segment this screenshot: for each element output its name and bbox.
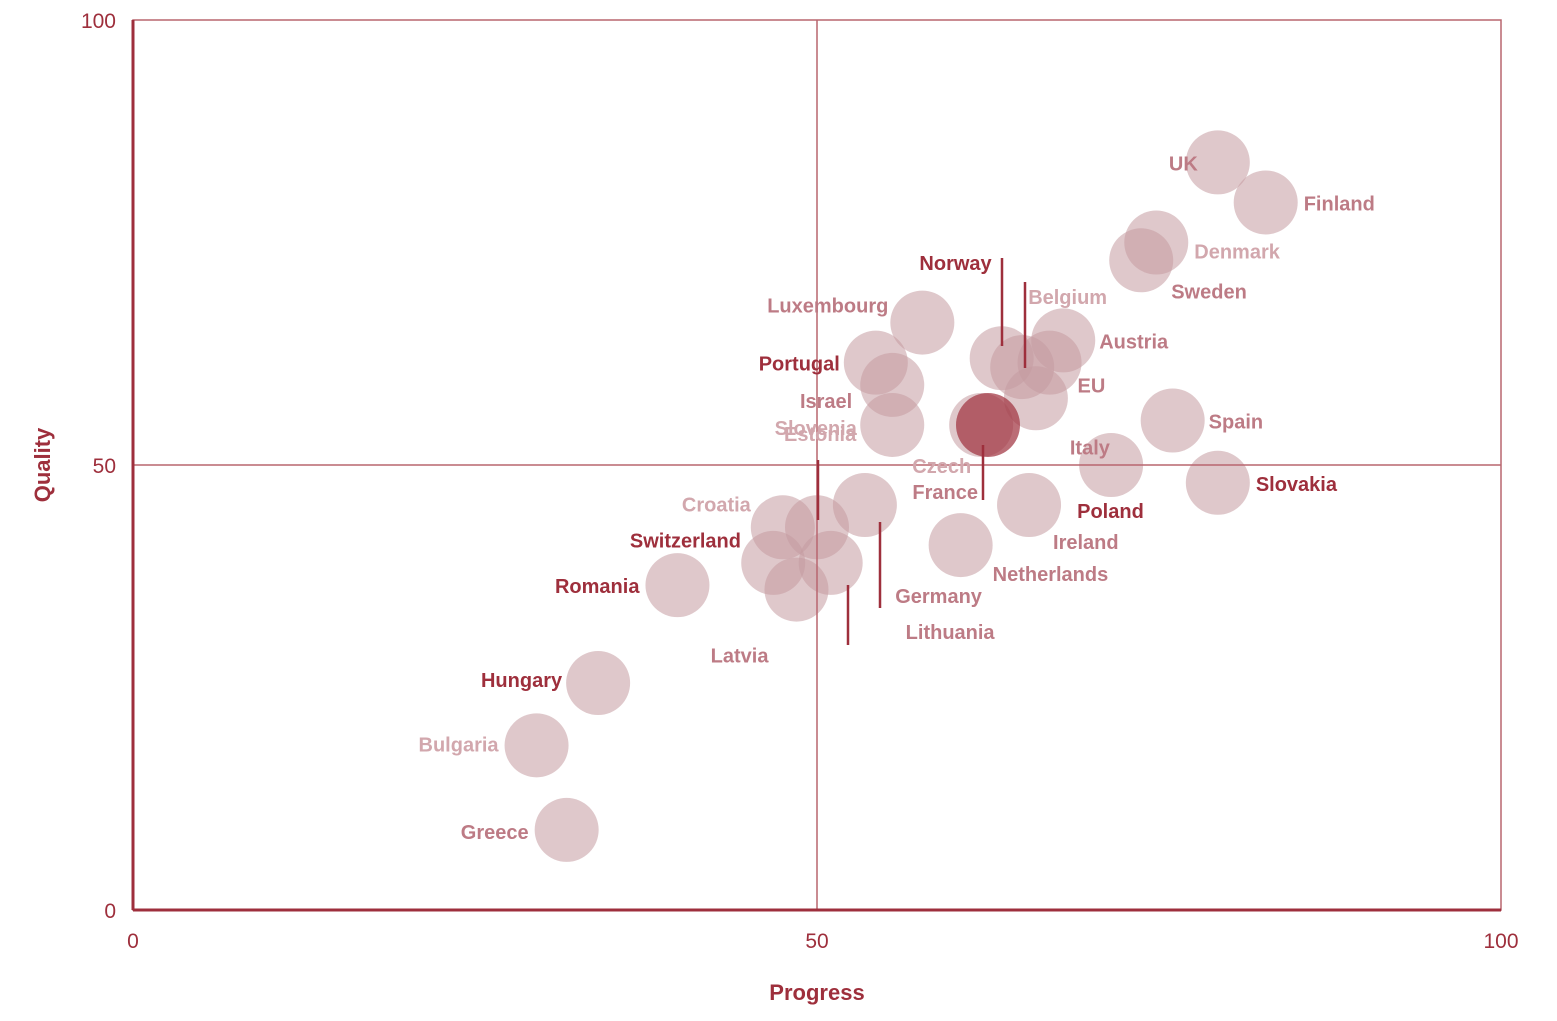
label-romania: Romania bbox=[555, 576, 640, 598]
label-germany: Germany bbox=[895, 586, 983, 608]
label-estonia: Estonia bbox=[784, 424, 857, 446]
bubble-slovakia bbox=[1185, 450, 1250, 515]
label-poland: Poland bbox=[1077, 501, 1144, 523]
label-france: France bbox=[912, 482, 978, 504]
bubble-uk bbox=[1185, 130, 1250, 195]
y-tick-label-2: 100 bbox=[81, 10, 116, 33]
label-eu: EU bbox=[1078, 376, 1106, 398]
label-switzerland: Switzerland bbox=[630, 530, 741, 552]
x-tick-label-0: 0 bbox=[127, 930, 139, 953]
y-tick-label-0: 0 bbox=[104, 900, 116, 923]
label-croatia: Croatia bbox=[682, 494, 752, 516]
tick-layer: 0 50 100 0 50 100 bbox=[81, 10, 1519, 953]
bubble-netherlands bbox=[928, 513, 993, 578]
label-portugal: Portugal bbox=[759, 354, 840, 376]
label-czech: Czech bbox=[912, 456, 971, 478]
bubble-italy bbox=[1003, 366, 1068, 431]
label-spain: Spain bbox=[1209, 412, 1263, 434]
label-luxembourg: Luxembourg bbox=[767, 296, 888, 318]
label-ireland: Ireland bbox=[1053, 532, 1119, 554]
y-tick-label-1: 50 bbox=[93, 455, 116, 478]
label-finland: Finland bbox=[1304, 193, 1375, 215]
x-tick-label-2: 100 bbox=[1483, 930, 1518, 953]
bubble-estonia bbox=[860, 392, 925, 457]
x-tick-label-1: 50 bbox=[805, 930, 828, 953]
bubble-spain bbox=[1140, 388, 1205, 453]
label-lithuania: Lithuania bbox=[906, 622, 996, 644]
bubble-layer bbox=[504, 130, 1298, 862]
label-sweden: Sweden bbox=[1171, 281, 1247, 303]
bubble-sweden bbox=[1109, 228, 1174, 293]
x-axis-title: Progress bbox=[769, 980, 864, 1005]
label-belgium: Belgium bbox=[1028, 287, 1107, 309]
label-bulgaria: Bulgaria bbox=[419, 734, 500, 756]
label-israel: Israel bbox=[800, 391, 852, 413]
label-austria: Austria bbox=[1099, 331, 1169, 353]
label-italy: Italy bbox=[1070, 437, 1111, 459]
label-layer: UK Finland Denmark Sweden Norway Belgium Luxem… bbox=[419, 153, 1375, 844]
bubble-bulgaria bbox=[504, 713, 569, 778]
bubble-france bbox=[956, 392, 1020, 457]
bubble-romania bbox=[645, 553, 710, 618]
label-slovenia: Slovenia bbox=[775, 418, 858, 440]
label-denmark: Denmark bbox=[1194, 242, 1280, 264]
label-slovakia: Slovakia bbox=[1256, 474, 1338, 496]
bubble-ireland bbox=[997, 473, 1062, 538]
label-norway: Norway bbox=[919, 253, 992, 275]
bubble-latvia bbox=[764, 557, 829, 622]
y-axis-title: Quality bbox=[30, 427, 55, 502]
bubble-greece bbox=[534, 797, 599, 862]
label-uk: UK bbox=[1169, 153, 1198, 175]
label-netherlands: Netherlands bbox=[993, 564, 1109, 586]
label-latvia: Latvia bbox=[711, 646, 770, 668]
bubble-finland bbox=[1233, 170, 1298, 235]
bubble-slovenia bbox=[832, 473, 897, 538]
bubble-luxembourg bbox=[890, 290, 955, 355]
label-greece: Greece bbox=[461, 822, 529, 844]
leader-lines bbox=[816, 258, 1027, 645]
bubble-hungary bbox=[566, 651, 631, 716]
label-hungary: Hungary bbox=[481, 670, 563, 692]
